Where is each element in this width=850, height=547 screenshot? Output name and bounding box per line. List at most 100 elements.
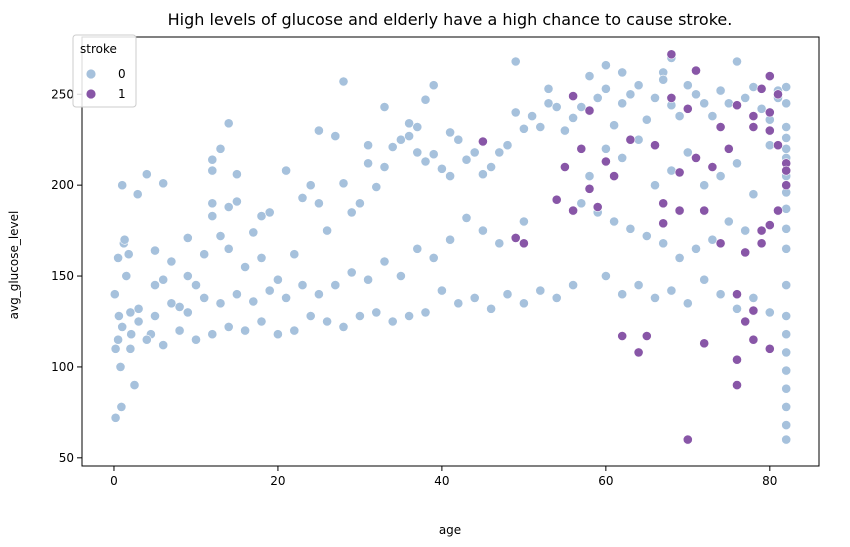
stroke-0-point bbox=[158, 274, 169, 285]
stroke-1-point bbox=[641, 331, 652, 341]
stroke-0-point bbox=[115, 361, 126, 372]
stroke-0-point bbox=[781, 223, 792, 234]
stroke-0-point bbox=[486, 162, 496, 172]
stroke-0-point bbox=[395, 134, 406, 145]
stroke-0-point bbox=[404, 131, 414, 141]
stroke-0-point bbox=[707, 111, 718, 121]
stroke-0-point bbox=[404, 311, 414, 321]
stroke-0-point bbox=[125, 307, 136, 318]
legend-title: stroke bbox=[80, 42, 117, 56]
stroke-0-point bbox=[601, 60, 611, 71]
stroke-0-point bbox=[289, 325, 300, 336]
stroke-0-point bbox=[231, 289, 242, 300]
stroke-0-point bbox=[207, 165, 218, 176]
stroke-0-point bbox=[510, 107, 521, 118]
stroke-1-point bbox=[617, 331, 628, 341]
stroke-0-point bbox=[486, 303, 496, 314]
stroke-0-point bbox=[215, 298, 226, 309]
stroke-1-point bbox=[576, 143, 587, 154]
stroke-0-point bbox=[527, 111, 537, 121]
stroke-0-point bbox=[658, 238, 669, 249]
stroke-0-point bbox=[568, 280, 578, 290]
stroke-0-point bbox=[781, 280, 792, 290]
stroke-0-point bbox=[781, 365, 792, 376]
stroke-0-point bbox=[436, 285, 447, 296]
stroke-0-point bbox=[412, 243, 423, 254]
stroke-1-point bbox=[748, 334, 759, 345]
stroke-0-point bbox=[132, 189, 143, 200]
stroke-1-point bbox=[748, 122, 759, 132]
stroke-0-point bbox=[129, 380, 140, 390]
stroke-0-point bbox=[584, 171, 595, 181]
stroke-0-point bbox=[113, 334, 123, 345]
stroke-0-point bbox=[764, 307, 775, 318]
stroke-0-point bbox=[691, 89, 701, 100]
stroke-0-point bbox=[338, 321, 349, 332]
stroke-0-point bbox=[141, 169, 152, 180]
stroke-0-point bbox=[551, 102, 562, 112]
stroke-0-point bbox=[625, 89, 636, 100]
stroke-0-point bbox=[150, 280, 160, 290]
stroke-1-point bbox=[568, 205, 578, 216]
stroke-1-point bbox=[732, 289, 742, 300]
stroke-1-point bbox=[666, 93, 677, 103]
stroke-0-point bbox=[363, 140, 373, 151]
stroke-0-point bbox=[781, 122, 792, 132]
stroke-0-point bbox=[740, 93, 751, 103]
stroke-1-point bbox=[773, 205, 783, 216]
stroke-1-point bbox=[592, 202, 603, 212]
legend-box bbox=[72, 34, 137, 108]
stroke-0-point bbox=[756, 103, 767, 114]
stroke-0-point bbox=[256, 316, 267, 327]
stroke-0-point bbox=[166, 298, 177, 309]
stroke-0-point bbox=[182, 307, 193, 318]
stroke-0-point bbox=[445, 127, 455, 138]
stroke-0-point bbox=[297, 192, 308, 203]
stroke-0-point bbox=[510, 56, 521, 67]
stroke-0-point bbox=[641, 114, 652, 125]
stroke-1-point bbox=[756, 238, 767, 249]
stroke-1-point bbox=[584, 105, 595, 116]
stroke-0-point bbox=[305, 180, 316, 191]
stroke-1-point bbox=[773, 140, 783, 151]
stroke-0-point bbox=[543, 98, 554, 109]
y-axis-label: avg_glucose_level bbox=[7, 211, 21, 320]
stroke-0-point bbox=[281, 292, 291, 303]
stroke-0-point bbox=[174, 301, 185, 312]
stroke-0-point bbox=[231, 169, 242, 180]
stroke-0-point bbox=[125, 343, 136, 354]
y-tick-label: 100 bbox=[51, 360, 74, 374]
stroke-1-point bbox=[764, 125, 775, 136]
stroke-0-point bbox=[715, 289, 726, 300]
stroke-0-point bbox=[469, 147, 480, 158]
stroke-0-point bbox=[502, 289, 513, 300]
stroke-0-point bbox=[174, 325, 185, 336]
y-tick-label: 150 bbox=[51, 269, 74, 283]
stroke-0-point bbox=[519, 123, 529, 134]
stroke-1-point bbox=[748, 111, 759, 121]
stroke-1-point bbox=[756, 225, 767, 236]
points-layer bbox=[109, 49, 792, 445]
stroke-0-point bbox=[601, 83, 611, 94]
stroke-0-point bbox=[609, 120, 619, 131]
stroke-0-point bbox=[781, 98, 792, 109]
stroke-0-point bbox=[191, 334, 201, 345]
stroke-1-point bbox=[773, 89, 783, 100]
stroke-0-point bbox=[281, 165, 291, 176]
stroke-0-point bbox=[740, 225, 751, 236]
stroke-0-point bbox=[117, 321, 128, 332]
stroke-0-point bbox=[477, 225, 488, 236]
stroke-0-point bbox=[551, 292, 562, 303]
stroke-0-point bbox=[240, 262, 250, 272]
stroke-0-point bbox=[215, 231, 226, 241]
stroke-1-point bbox=[650, 140, 660, 151]
stroke-0-point bbox=[264, 285, 275, 296]
stroke-0-point bbox=[207, 329, 218, 340]
stroke-0-point bbox=[117, 180, 128, 191]
stroke-0-point bbox=[272, 274, 283, 285]
stroke-0-point bbox=[617, 98, 628, 109]
stroke-0-point bbox=[182, 232, 193, 243]
stroke-0-point bbox=[223, 202, 234, 212]
stroke-1-point bbox=[691, 152, 701, 163]
x-tick-label: 40 bbox=[434, 474, 449, 488]
